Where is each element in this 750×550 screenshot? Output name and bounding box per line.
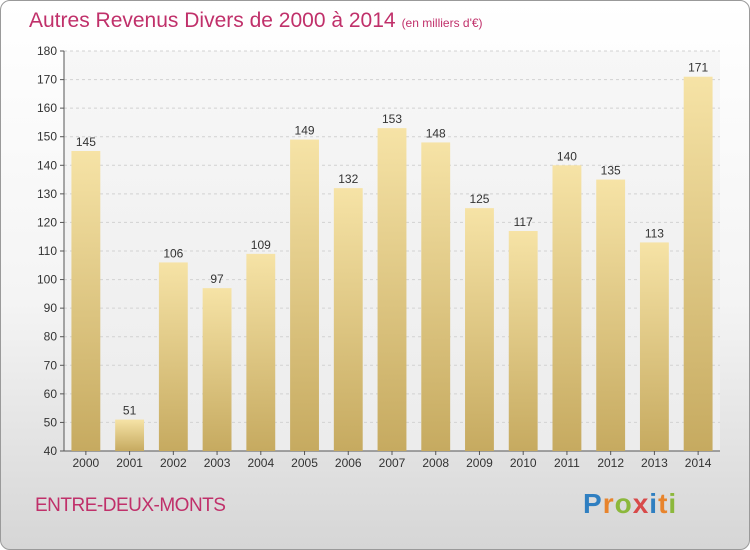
- y-tick-label: 110: [38, 244, 57, 258]
- y-tick-label: 170: [37, 73, 57, 87]
- logo-letter: i: [649, 488, 659, 519]
- x-tick-label: 2003: [204, 456, 231, 470]
- x-tick-label: 2008: [422, 456, 449, 470]
- bar: [333, 188, 363, 451]
- bar-data-label: 149: [295, 124, 315, 138]
- bar-data-label: 171: [688, 61, 708, 75]
- bar-data-label: 140: [557, 149, 577, 163]
- y-tick-label: 160: [37, 101, 57, 115]
- x-tick-label: 2014: [685, 456, 712, 470]
- bar: [377, 128, 407, 451]
- y-tick-label: 150: [37, 130, 57, 144]
- y-tick-label: 120: [37, 215, 57, 229]
- bar: [115, 419, 145, 451]
- bar-data-label: 125: [469, 192, 489, 206]
- y-tick-label: 140: [37, 158, 57, 172]
- x-tick-label: 2013: [641, 456, 668, 470]
- bar: [552, 165, 582, 452]
- bar: [202, 288, 232, 451]
- bar: [465, 208, 494, 451]
- x-tick-label: 2011: [554, 456, 580, 470]
- x-tick-label: 2010: [510, 456, 537, 470]
- bar-data-label: 132: [338, 172, 358, 186]
- bar-data-label: 135: [601, 164, 621, 178]
- bar-data-label: 113: [645, 226, 664, 240]
- x-tick-label: 2001: [116, 456, 143, 470]
- y-tick-label: 40: [44, 444, 58, 458]
- x-tick-label: 2004: [247, 456, 274, 470]
- proxiti-logo[interactable]: Proxiti: [583, 488, 677, 520]
- bar: [290, 139, 319, 452]
- y-tick-label: 180: [37, 44, 57, 58]
- x-tick-label: 2000: [73, 456, 100, 470]
- logo-letter: x: [632, 488, 650, 519]
- x-tick-label: 2002: [160, 456, 187, 470]
- bar: [683, 76, 713, 451]
- y-tick-label: 100: [37, 273, 57, 287]
- chart-title: Autres Revenus Divers de 2000 à 2014 (en …: [29, 9, 483, 33]
- x-tick-label: 2009: [466, 456, 493, 470]
- bar-data-label: 117: [514, 215, 533, 229]
- place-name: ENTRE-DEUX-MONTS: [35, 495, 226, 516]
- y-tick-label: 70: [44, 358, 58, 372]
- bar: [508, 231, 538, 451]
- chart-unit-label: (en milliers d'€): [401, 16, 483, 30]
- logo-letter: i: [668, 488, 678, 519]
- bar-data-label: 97: [210, 272, 224, 286]
- x-tick-label: 2012: [597, 456, 624, 470]
- logo-letter: P: [583, 488, 603, 519]
- bar-data-label: 148: [426, 126, 446, 140]
- bar: [158, 262, 188, 451]
- bar-data-label: 51: [123, 404, 137, 418]
- bar-data-label: 145: [76, 135, 96, 149]
- logo-letter: r: [602, 488, 615, 519]
- bar: [71, 151, 101, 451]
- bar-data-label: 106: [163, 246, 183, 260]
- y-tick-label: 50: [44, 415, 58, 429]
- bar: [596, 179, 626, 452]
- x-tick-label: 2005: [291, 456, 318, 470]
- x-tick-label: 2006: [335, 456, 362, 470]
- bar: [246, 253, 276, 451]
- y-tick-label: 130: [37, 187, 57, 201]
- y-tick-label: 60: [44, 387, 58, 401]
- chart-title-text: Autres Revenus Divers de 2000 à 2014: [29, 9, 396, 32]
- logo-letter: t: [658, 488, 669, 519]
- bar-data-label: 109: [251, 238, 271, 252]
- bar: [421, 142, 451, 451]
- x-tick-label: 2007: [379, 456, 406, 470]
- y-tick-label: 90: [44, 301, 58, 315]
- logo-letter: o: [614, 488, 633, 519]
- y-tick-label: 80: [44, 330, 58, 344]
- bar-data-label: 153: [382, 112, 402, 126]
- bar: [639, 242, 669, 451]
